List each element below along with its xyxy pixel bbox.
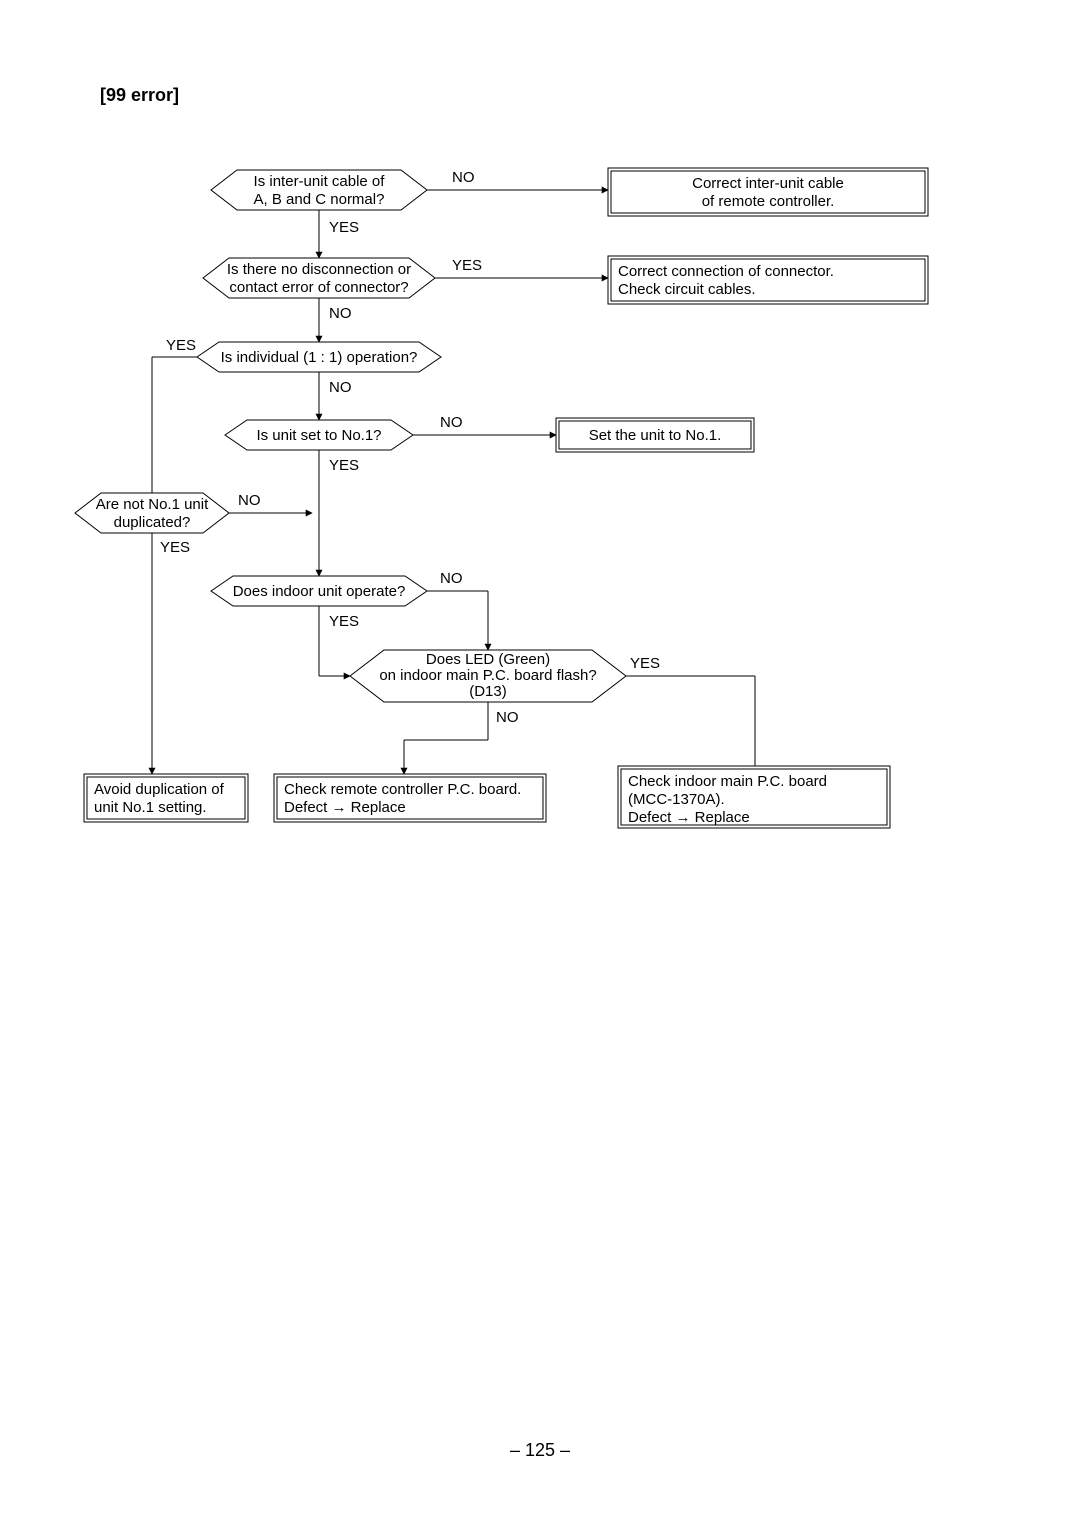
decision-connector-error: Is there no disconnection or contact err… [203, 258, 435, 298]
svg-text:Avoid duplication of: Avoid duplication of [94, 781, 225, 798]
decision-led-flash: Does LED (Green) on indoor main P.C. boa… [350, 650, 626, 702]
label-no: NO [329, 379, 352, 396]
svg-text:unit No.1 setting.: unit No.1 setting. [94, 799, 207, 816]
svg-text:Is unit set to No.1?: Is unit set to No.1? [256, 427, 381, 444]
svg-text:Defect → Replace: Defect → Replace [284, 799, 406, 816]
decision-individual-operation: Is individual (1 : 1) operation? [197, 342, 441, 372]
svg-text:Set the unit to No.1.: Set the unit to No.1. [589, 427, 722, 444]
svg-text:Does LED (Green): Does LED (Green) [426, 651, 550, 668]
svg-text:Check circuit cables.: Check circuit cables. [618, 281, 756, 298]
svg-text:Is individual (1 : 1) operatio: Is individual (1 : 1) operation? [221, 349, 418, 366]
terminal-correct-connector: Correct connection of connector. Check c… [608, 256, 928, 304]
terminal-set-unit-no1: Set the unit to No.1. [556, 418, 754, 452]
svg-text:(MCC-1370A).: (MCC-1370A). [628, 791, 725, 808]
svg-text:Is there no disconnection or: Is there no disconnection or [227, 261, 411, 278]
svg-text:(D13): (D13) [469, 683, 507, 700]
svg-text:Correct connection of connecto: Correct connection of connector. [618, 263, 834, 280]
label-no: NO [440, 414, 463, 431]
svg-text:Correct inter-unit cable: Correct inter-unit cable [692, 175, 844, 192]
label-no: NO [238, 492, 261, 509]
label-yes: YES [452, 257, 482, 274]
svg-text:Are not No.1 unit: Are not No.1 unit [96, 496, 209, 513]
terminal-avoid-duplication: Avoid duplication of unit No.1 setting. [84, 774, 248, 822]
decision-no1-duplicated: Are not No.1 unit duplicated? [75, 493, 229, 533]
terminal-correct-cable: Correct inter-unit cable of remote contr… [608, 168, 928, 216]
svg-text:A, B and C normal?: A, B and C normal? [254, 191, 385, 208]
decision-indoor-operate: Does indoor unit operate? [211, 576, 427, 606]
svg-text:Check remote controller P.C. b: Check remote controller P.C. board. [284, 781, 521, 798]
label-yes: YES [630, 655, 660, 672]
svg-text:Defect → Replace: Defect → Replace [628, 809, 750, 826]
decision-inter-unit-cable: Is inter-unit cable of A, B and C normal… [211, 170, 427, 210]
svg-text:duplicated?: duplicated? [114, 514, 191, 531]
svg-text:of remote controller.: of remote controller. [702, 193, 835, 210]
label-no: NO [440, 570, 463, 587]
flowchart: Is inter-unit cable of A, B and C normal… [0, 0, 1080, 1525]
label-yes: YES [166, 337, 196, 354]
svg-text:Is inter-unit cable of: Is inter-unit cable of [254, 173, 386, 190]
label-no: NO [329, 305, 352, 322]
svg-text:contact error of connector?: contact error of connector? [229, 279, 408, 296]
label-yes: YES [160, 539, 190, 556]
label-yes: YES [329, 457, 359, 474]
svg-text:Check indoor main P.C. board: Check indoor main P.C. board [628, 773, 827, 790]
decision-unit-no1: Is unit set to No.1? [225, 420, 413, 450]
label-yes: YES [329, 613, 359, 630]
svg-text:Does indoor unit operate?: Does indoor unit operate? [233, 583, 406, 600]
label-no: NO [496, 709, 519, 726]
label-yes: YES [329, 219, 359, 236]
terminal-check-remote-pcb: Check remote controller P.C. board. Defe… [274, 774, 546, 822]
label-no: NO [452, 169, 475, 186]
terminal-check-indoor-pcb: Check indoor main P.C. board (MCC-1370A)… [618, 766, 890, 828]
svg-text:on indoor main P.C. board flas: on indoor main P.C. board flash? [379, 667, 596, 684]
